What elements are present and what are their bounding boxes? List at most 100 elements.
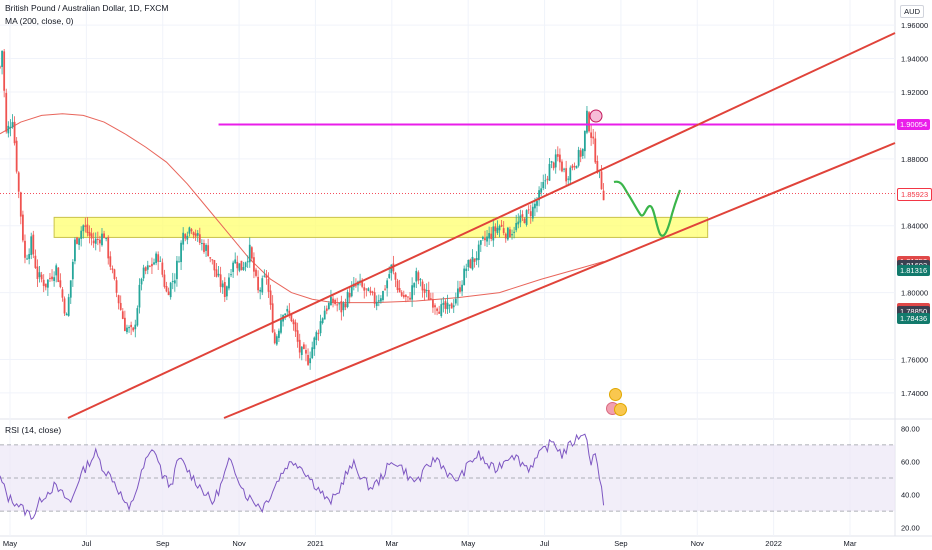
candle-body [92,240,95,244]
candle-body [115,280,118,293]
candle-body [169,282,172,298]
candle-body [278,330,280,338]
price-tick-label: 1.76000 [901,355,928,364]
time-tick-label: Sep [614,539,627,548]
axes-layer: 1.96000 1.94000 1.92000 1.88000 1.84000 1.800… [3,21,928,548]
ma-legend[interactable]: MA (200, close, 0) [5,16,74,26]
candle-body [144,267,147,271]
time-tick-label: Jul [540,539,550,548]
candle-body [573,166,576,168]
candle-body [38,272,41,278]
candle-body [579,150,582,157]
candle-body [257,276,259,291]
candle-body [588,112,590,132]
candle-body [28,254,31,259]
candle-body [496,227,499,234]
candle-body [59,280,62,288]
candle-body [294,322,297,332]
candle-body [275,336,278,345]
candle-body [340,301,343,313]
candle-body [148,265,151,267]
candle-body [253,257,255,272]
candle-body [76,237,78,244]
candle-body [240,260,243,271]
candle-body [504,233,507,239]
candle-body [583,130,586,152]
price-tick-label: 1.92000 [901,88,928,97]
upper-channel-line [67,32,896,419]
candle-body [184,234,187,239]
event-marker-icon[interactable] [614,403,627,416]
candle-body [3,51,6,91]
candle-body [232,262,235,272]
time-tick-label: 2021 [307,539,324,548]
candle-body [409,297,411,300]
candle-body [479,240,482,245]
candle-body [442,302,445,305]
candle-body [190,229,193,232]
candle-body [15,140,18,172]
price-label-badge: 1.85923 [897,188,932,202]
candle-body [538,190,540,201]
candle-body [5,92,8,132]
candle-body [165,286,168,292]
candle-body [515,222,518,231]
candle-body [196,233,199,236]
candle-body [200,242,203,244]
candle-body [271,303,274,333]
candle-body [219,274,222,287]
price-tick-label: 1.74000 [901,389,928,398]
candle-body [209,257,212,259]
candle-body [280,319,282,333]
candle-body [255,269,257,276]
candle-body [311,347,314,359]
candle-body [242,266,245,270]
candle-body [452,305,455,308]
candle-body [527,209,530,211]
candle-body [586,110,588,133]
candle-body [375,301,378,307]
rsi-legend[interactable]: RSI (14, close) [5,425,62,435]
candle-body [429,298,432,300]
price-label-badge: 1.90054 [897,118,931,130]
rsi-tick-label: 80.00 [901,424,920,433]
candle-body [325,308,328,311]
candle-body [323,310,326,320]
candle-body [161,262,164,275]
candle-body [602,190,605,201]
event-marker-icon[interactable] [609,388,622,401]
candle-body [461,284,463,292]
candle-body [484,238,486,241]
candle-body [346,291,349,307]
currency-badge[interactable]: AUD [900,5,924,18]
candle-body [388,274,391,278]
symbol-title[interactable]: British Pound / Australian Dollar, 1D, F… [5,3,169,13]
candle-body [398,288,401,293]
candle-body [96,239,99,241]
candle-body [284,313,287,316]
candle-body [61,289,64,298]
candle-body [382,291,384,301]
candle-body [186,235,189,240]
candle-body [53,277,56,281]
candle-body [288,310,291,314]
candle-body [581,149,584,156]
candle-body [332,298,334,303]
price-label-badge: 1.78436 [897,313,931,325]
candle-body [434,305,436,308]
candle-body [427,289,430,301]
candle-body [432,299,434,308]
candle-body [207,245,210,257]
candle-body [244,262,247,268]
candle-body [49,277,51,279]
demand-zone-layer [53,216,709,238]
candle-body [132,327,135,331]
candle-body [211,259,214,261]
price-tick-label: 1.94000 [901,55,928,64]
candle-body [163,274,166,287]
candle-body [502,228,505,233]
candle-body [228,277,230,289]
candle-body [126,327,128,333]
candle-body [217,273,220,276]
